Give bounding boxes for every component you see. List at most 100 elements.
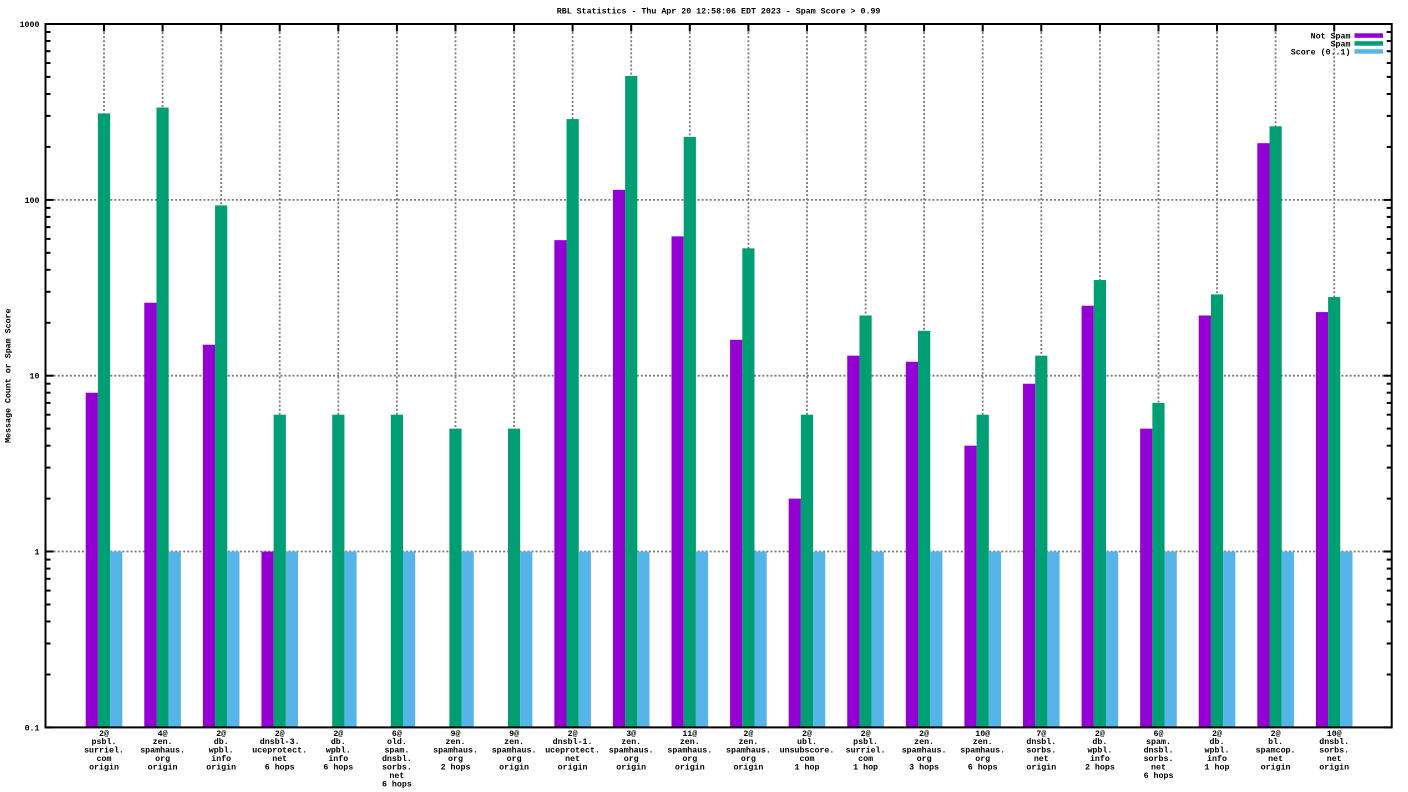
svg-text:Spam: Spam (1331, 40, 1351, 49)
svg-text:sorbs.: sorbs. (1026, 746, 1056, 756)
svg-text:spamhaus.: spamhaus. (140, 746, 185, 756)
svg-text:org: org (741, 755, 756, 764)
svg-text:info: info (328, 754, 348, 764)
svg-text:com: com (858, 755, 873, 764)
svg-text:Score (0..1): Score (0..1) (1291, 47, 1351, 57)
svg-text:2@: 2@ (1095, 729, 1105, 739)
svg-text:net: net (1151, 764, 1166, 773)
svg-text:zen.: zen. (504, 738, 524, 747)
svg-text:com: com (800, 755, 815, 764)
svg-text:wpbl.: wpbl. (209, 746, 234, 756)
svg-text:2 hops: 2 hops (441, 763, 471, 773)
svg-text:Message Count or Spam Score: Message Count or Spam Score (4, 308, 13, 442)
svg-text:origin: origin (499, 763, 529, 773)
svg-text:dnsbl.: dnsbl. (1319, 737, 1349, 747)
svg-text:2@: 2@ (802, 729, 812, 739)
svg-text:2@: 2@ (1271, 729, 1281, 739)
svg-text:spamhaus.: spamhaus. (609, 746, 654, 756)
svg-text:2@: 2@ (99, 729, 109, 739)
svg-text:net: net (565, 755, 580, 764)
svg-text:uceprotect.: uceprotect. (252, 747, 307, 756)
svg-text:2@: 2@ (275, 729, 285, 739)
svg-text:uceprotect.: uceprotect. (545, 747, 600, 756)
svg-text:1 hop: 1 hop (795, 763, 820, 773)
svg-text:2@: 2@ (861, 729, 871, 739)
svg-text:RBL Statistics - Thu Apr 20 12: RBL Statistics - Thu Apr 20 12:58:06 EDT… (557, 7, 881, 17)
svg-text:1 hop: 1 hop (853, 763, 878, 773)
svg-text:net: net (272, 755, 287, 764)
svg-text:1: 1 (35, 549, 40, 558)
svg-text:sorbs.: sorbs. (1319, 746, 1349, 756)
svg-text:info: info (1207, 754, 1227, 764)
svg-text:7@: 7@ (1036, 729, 1046, 739)
svg-text:9@: 9@ (509, 729, 519, 739)
svg-text:9@: 9@ (451, 729, 461, 739)
svg-text:origin: origin (148, 763, 178, 773)
svg-text:org: org (448, 755, 463, 764)
svg-text:6 hops: 6 hops (968, 763, 998, 773)
svg-text:origin: origin (733, 763, 763, 773)
svg-text:db.: db. (1210, 737, 1225, 747)
svg-text:info: info (211, 754, 231, 764)
svg-text:dnsbl.: dnsbl. (1144, 746, 1174, 756)
svg-text:spamhaus.: spamhaus. (960, 746, 1005, 756)
svg-text:zen.: zen. (738, 738, 758, 747)
svg-text:1000: 1000 (20, 21, 40, 30)
svg-text:org: org (975, 755, 990, 764)
svg-text:net: net (1034, 755, 1049, 764)
svg-text:wpbl.: wpbl. (326, 746, 351, 756)
svg-text:spamhaus.: spamhaus. (492, 746, 537, 756)
svg-text:psbl.: psbl. (92, 737, 117, 747)
svg-text:2@: 2@ (333, 729, 343, 739)
svg-text:3 hops: 3 hops (909, 763, 939, 773)
svg-text:org: org (624, 755, 639, 764)
svg-text:10@: 10@ (975, 729, 990, 739)
svg-text:zen.: zen. (621, 738, 641, 747)
svg-text:dnsbl-1.: dnsbl-1. (553, 737, 593, 747)
svg-text:origin: origin (1026, 763, 1056, 773)
svg-text:6@: 6@ (1154, 729, 1164, 739)
svg-text:spamcop.: spamcop. (1256, 747, 1296, 756)
svg-text:10: 10 (30, 373, 40, 382)
svg-text:6@: 6@ (392, 729, 402, 739)
svg-text:wpbl.: wpbl. (1087, 746, 1112, 756)
svg-text:com: com (97, 755, 112, 764)
svg-text:1 hop: 1 hop (1205, 763, 1230, 773)
svg-text:zen.: zen. (153, 738, 173, 747)
svg-text:dnsbl.: dnsbl. (382, 754, 412, 764)
svg-text:origin: origin (558, 763, 588, 773)
svg-text:origin: origin (616, 763, 646, 773)
svg-text:2 hops: 2 hops (1085, 763, 1115, 773)
svg-text:dnsbl.: dnsbl. (1026, 737, 1056, 747)
svg-text:surriel.: surriel. (846, 746, 886, 756)
svg-text:2@: 2@ (568, 729, 578, 739)
svg-text:2@: 2@ (216, 729, 226, 739)
svg-text:spamhaus.: spamhaus. (726, 746, 771, 756)
svg-text:2@: 2@ (1212, 729, 1222, 739)
svg-text:psbl.: psbl. (853, 737, 878, 747)
svg-text:sorbs.: sorbs. (382, 763, 412, 773)
svg-text:3@: 3@ (626, 729, 636, 739)
svg-text:spamhaus.: spamhaus. (902, 746, 947, 756)
svg-text:db.: db. (331, 737, 346, 747)
svg-text:spam.: spam. (1146, 738, 1171, 747)
svg-text:spam.: spam. (384, 747, 409, 756)
svg-text:db.: db. (214, 737, 229, 747)
svg-text:2@: 2@ (919, 729, 929, 739)
svg-text:org: org (155, 755, 170, 764)
svg-text:zen.: zen. (680, 738, 700, 747)
svg-text:net: net (1327, 755, 1342, 764)
svg-text:origin: origin (1261, 763, 1291, 773)
svg-text:old.: old. (387, 737, 407, 747)
svg-text:dnsbl-3.: dnsbl-3. (260, 737, 300, 747)
svg-text:ubl.: ubl. (797, 737, 817, 747)
svg-text:wpbl.: wpbl. (1205, 746, 1230, 756)
svg-text:origin: origin (206, 763, 236, 773)
svg-text:6 hops: 6 hops (265, 763, 295, 773)
svg-text:db.: db. (1092, 737, 1107, 747)
svg-text:zen.: zen. (446, 738, 466, 747)
svg-text:4@: 4@ (158, 729, 168, 739)
svg-text:6 hops: 6 hops (1144, 771, 1174, 781)
svg-text:spamhaus.: spamhaus. (667, 746, 712, 756)
svg-text:Not Spam: Not Spam (1311, 33, 1351, 42)
